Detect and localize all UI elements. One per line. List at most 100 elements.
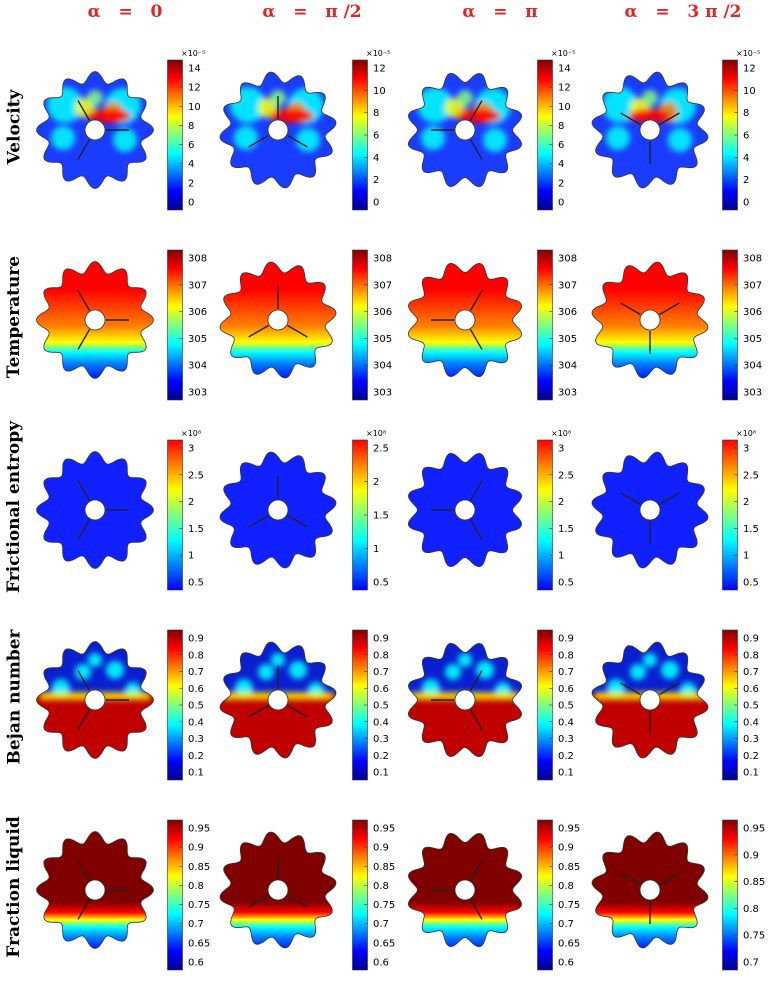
colorbar-tick-label: 0.7: [373, 919, 389, 930]
colorbar-tick-label: 3: [188, 444, 194, 455]
colorbar-entropy-2: ×10⁸ 3 2.5 2 1.5 1 0.5: [537, 429, 574, 591]
colorbar-tick-label: 0.5: [743, 701, 759, 712]
colorbar-tick-label: 1.5: [558, 524, 574, 535]
colorbar-tick-label: 0.7: [743, 958, 759, 969]
colorbar-multiplier: ×10⁸: [551, 429, 571, 438]
contour-plot-entropy-2: [407, 452, 523, 568]
colorbar-tick-label: 0.1: [743, 768, 759, 779]
contour-plot-bejan-2: [407, 642, 523, 758]
colorbar-tick-label: 0.8: [188, 881, 204, 892]
colorbar-tick-label: 0.7: [373, 667, 389, 678]
column-title-0: α = 0: [87, 2, 163, 22]
colorbar-tick-label: 1: [373, 544, 379, 555]
colorbar-tick-label: 2: [188, 497, 194, 508]
colorbar-tick-label: 1: [188, 551, 194, 562]
colorbar-tick-label: 0.95: [558, 824, 580, 835]
colorbar-tick-label: 308: [373, 254, 392, 265]
contour-plot-bejan-1: [219, 641, 337, 759]
colorbar-temperature-3: 308 307 306 305 304 303: [722, 249, 762, 401]
contour-plot-velocity-2: [407, 72, 523, 188]
colorbar-tick-label: 308: [558, 254, 577, 265]
colorbar-tick-label: 306: [373, 307, 392, 318]
colorbar-tick-label: 2: [558, 497, 564, 508]
colorbar-tick-label: 307: [188, 280, 207, 291]
colorbar-tick-label: 0.3: [558, 734, 574, 745]
contour-plot-temperature-3: [591, 261, 709, 379]
colorbar-tick-label: 0.9: [188, 843, 204, 854]
colorbar-tick-label: 0.5: [373, 578, 389, 589]
colorbar-tick-label: 1.5: [743, 524, 759, 535]
contour-plot-liquid-0: [36, 831, 154, 949]
colorbar-tick-label: 0.95: [188, 824, 210, 835]
colorbar-liquid-3: 0.95 0.9 0.85 0.8 0.75 0.7: [722, 819, 765, 971]
colorbar-tick-label: 308: [188, 254, 207, 265]
colorbar-multiplier: ×10⁸: [366, 429, 386, 438]
colorbar-tick-label: 0: [373, 198, 379, 209]
colorbar-tick-label: 1: [743, 551, 749, 562]
colorbar-tick-label: 0.8: [373, 881, 389, 892]
column-title-2: α = π: [462, 2, 538, 22]
colorbar-tick-label: 3: [743, 444, 749, 455]
colorbar-entropy-1: ×10⁸ 2.5 2 1.5 1 0.5: [352, 429, 389, 591]
colorbar-tick-label: 0: [743, 198, 749, 209]
colorbar-tick-label: 0.3: [188, 734, 204, 745]
colorbar-bejan-1: 0.9 0.8 0.7 0.6 0.5 0.4 0.3 0.2 0.1: [352, 629, 389, 781]
column-title-1: α = π /2: [262, 2, 362, 22]
colorbar-tick-label: 1.5: [373, 511, 389, 522]
colorbar-tick-label: 0.85: [373, 862, 395, 873]
colorbar-tick-label: 4: [743, 153, 749, 164]
colorbar-tick-label: 0.5: [558, 701, 574, 712]
colorbar-entropy-0: ×10⁸ 3 2.5 2 1.5 1 0.5: [167, 429, 204, 591]
colorbar-tick-label: 0.3: [743, 734, 759, 745]
colorbar-tick-label: 0.9: [558, 843, 574, 854]
colorbar-tick-label: 0.4: [188, 717, 204, 728]
colorbar-bejan-3: 0.9 0.8 0.7 0.6 0.5 0.4 0.3 0.2 0.1: [722, 629, 759, 781]
colorbar-tick-label: 0.9: [743, 850, 759, 861]
colorbar-tick-label: 0.9: [558, 634, 574, 645]
contour-plot-liquid-1: [219, 831, 337, 949]
contour-plot-velocity-3: [591, 71, 709, 189]
colorbar-tick-label: 0.95: [373, 824, 395, 835]
colorbar-tick-label: 304: [743, 361, 762, 372]
colorbar-tick-label: 0.8: [743, 904, 759, 915]
colorbar-tick-label: 6: [373, 131, 379, 142]
colorbar-multiplier: ×10⁻⁵: [181, 49, 205, 58]
colorbar-tick-label: 0.5: [558, 578, 574, 589]
colorbar-tick-label: 0.7: [188, 919, 204, 930]
colorbar-tick-label: 2.5: [373, 444, 389, 455]
colorbar-tick-label: 303: [188, 388, 207, 399]
colorbar-tick-label: 8: [188, 121, 194, 132]
colorbar-tick-label: 0.65: [558, 938, 580, 949]
colorbar-tick-label: 0.65: [373, 938, 395, 949]
contour-plot-liquid-2: [407, 832, 523, 948]
colorbar-multiplier: ×10⁻⁵: [551, 49, 575, 58]
colorbar-tick-label: 0.9: [188, 634, 204, 645]
contour-plot-temperature-0: [36, 261, 154, 379]
colorbar-tick-label: 306: [188, 307, 207, 318]
colorbar-tick-label: 307: [558, 280, 577, 291]
colorbar-tick-label: 305: [558, 334, 577, 345]
colorbar-tick-label: 8: [743, 108, 749, 119]
colorbar-tick-label: 0.1: [188, 768, 204, 779]
colorbar-tick-label: 2: [743, 497, 749, 508]
colorbar-multiplier: ×10⁻⁵: [736, 49, 760, 58]
contour-plot-velocity-1: [219, 71, 337, 189]
colorbar-tick-label: 0.7: [558, 919, 574, 930]
colorbar-tick-label: 2: [373, 175, 379, 186]
colorbar-tick-label: 0.8: [188, 650, 204, 661]
colorbar-tick-label: 8: [373, 108, 379, 119]
colorbar-tick-label: 0.1: [558, 768, 574, 779]
colorbar-tick-label: 306: [558, 307, 577, 318]
colorbar-temperature-2: 308 307 306 305 304 303: [537, 249, 577, 401]
colorbar-tick-label: 6: [558, 140, 564, 151]
colorbar-tick-label: 303: [558, 388, 577, 399]
colorbar-tick-label: 304: [188, 361, 207, 372]
colorbar-velocity-0: ×10⁻⁵ 14 12 10 8 6 4 2 0: [167, 49, 205, 211]
colorbar-tick-label: 10: [373, 86, 386, 97]
colorbar-tick-label: 0: [188, 198, 194, 209]
contour-plot-liquid-3: [591, 831, 709, 949]
colorbar-tick-label: 0.6: [558, 684, 574, 695]
colorbar-multiplier: ×10⁸: [736, 429, 756, 438]
colorbar-tick-label: 0.6: [188, 684, 204, 695]
colorbar-tick-label: 4: [558, 159, 564, 170]
